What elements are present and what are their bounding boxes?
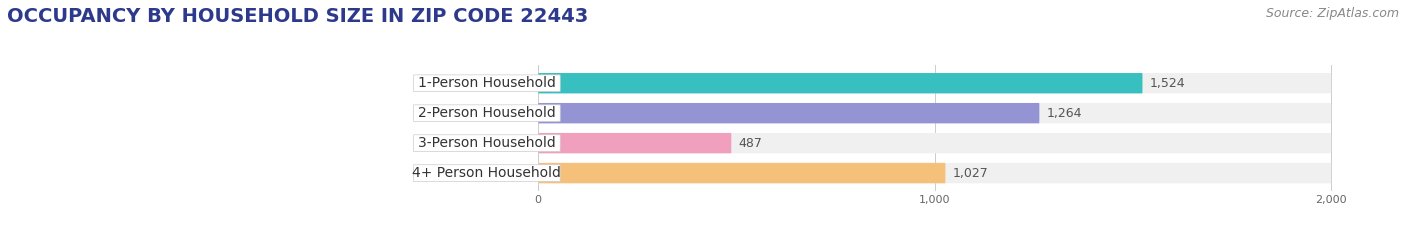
Text: 487: 487 <box>738 137 762 150</box>
Text: 1,524: 1,524 <box>1150 77 1185 90</box>
Text: Source: ZipAtlas.com: Source: ZipAtlas.com <box>1265 7 1399 20</box>
Text: 3-Person Household: 3-Person Household <box>418 136 555 150</box>
FancyBboxPatch shape <box>538 133 731 153</box>
FancyBboxPatch shape <box>413 165 560 182</box>
Text: 1-Person Household: 1-Person Household <box>418 76 555 90</box>
Text: 4+ Person Household: 4+ Person Household <box>412 166 561 180</box>
FancyBboxPatch shape <box>413 105 560 122</box>
FancyBboxPatch shape <box>413 135 560 151</box>
Text: 1,264: 1,264 <box>1046 107 1083 120</box>
FancyBboxPatch shape <box>413 75 560 92</box>
FancyBboxPatch shape <box>538 73 1143 93</box>
FancyBboxPatch shape <box>538 73 1331 93</box>
FancyBboxPatch shape <box>538 133 1331 153</box>
FancyBboxPatch shape <box>538 163 1331 183</box>
FancyBboxPatch shape <box>538 103 1331 123</box>
Text: OCCUPANCY BY HOUSEHOLD SIZE IN ZIP CODE 22443: OCCUPANCY BY HOUSEHOLD SIZE IN ZIP CODE … <box>7 7 588 26</box>
FancyBboxPatch shape <box>538 103 1039 123</box>
Text: 1,027: 1,027 <box>952 167 988 180</box>
FancyBboxPatch shape <box>538 163 945 183</box>
Text: 2-Person Household: 2-Person Household <box>418 106 555 120</box>
